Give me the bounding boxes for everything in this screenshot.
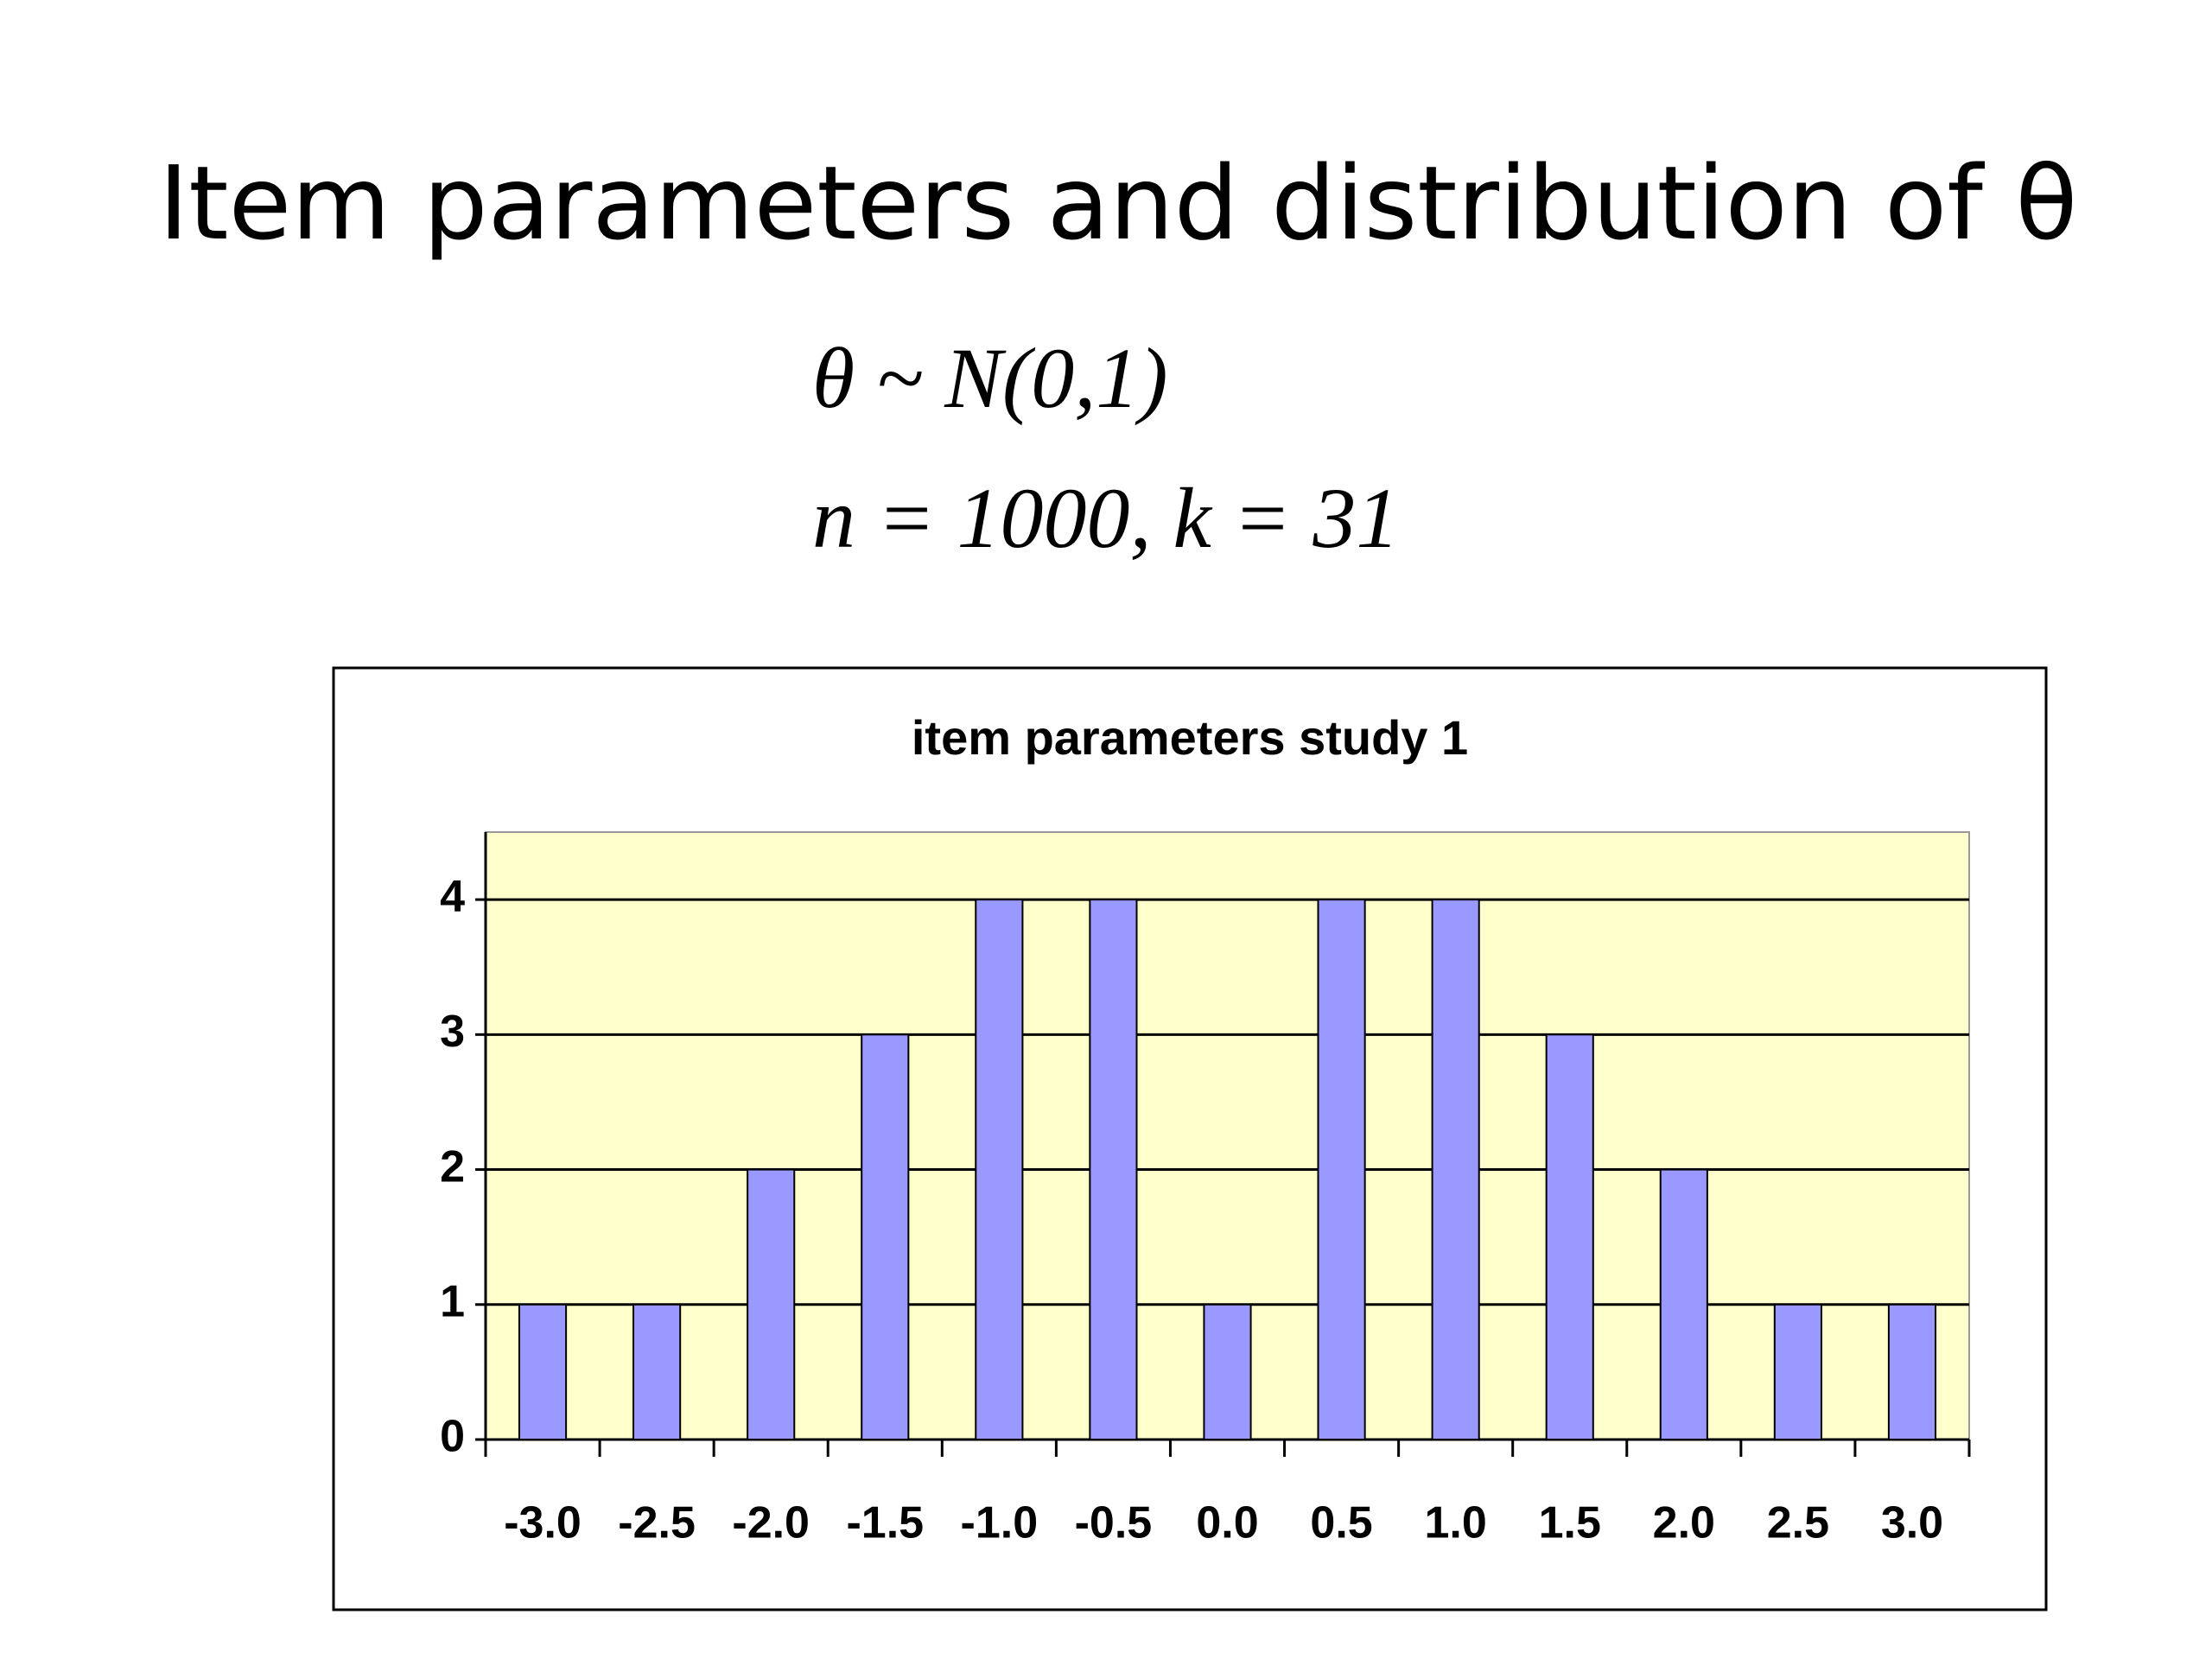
bar (632, 1303, 682, 1441)
x-tick-label: 2.0 (1653, 1498, 1715, 1548)
x-tick-label: -1.0 (961, 1498, 1039, 1548)
x-tick-label: 1.5 (1539, 1498, 1601, 1548)
bar (1089, 899, 1138, 1440)
x-tick-label: -2.0 (732, 1498, 810, 1548)
formula-line: θ ~ N(0,1) (812, 330, 1168, 426)
bar (1317, 899, 1366, 1440)
y-tick-label: 1 (440, 1277, 465, 1327)
bar (518, 1303, 568, 1441)
bar (1203, 1303, 1252, 1441)
x-tick-label: -0.5 (1075, 1498, 1153, 1548)
bar (1887, 1303, 1937, 1441)
y-tick-label: 3 (440, 1007, 465, 1057)
bar (975, 899, 1024, 1440)
bar (1773, 1303, 1822, 1441)
bar (1431, 899, 1480, 1440)
bar (747, 1168, 796, 1440)
formula-line: n = 1000, k = 31 (812, 470, 1399, 566)
x-tick-label: 2.5 (1767, 1498, 1829, 1548)
x-tick-label: 1.0 (1425, 1498, 1487, 1548)
x-tick-label: 0.5 (1310, 1498, 1372, 1548)
x-tick-label: 0.0 (1196, 1498, 1258, 1548)
slide-title: Item parameters and distribution of θ (159, 143, 2078, 263)
x-tick-label: -3.0 (504, 1498, 582, 1548)
y-tick-label: 4 (440, 872, 465, 922)
bar (1659, 1168, 1708, 1440)
y-tick-label: 0 (440, 1412, 465, 1462)
bar (861, 1033, 910, 1441)
x-tick-label: 3.0 (1881, 1498, 1943, 1548)
x-tick-label: -2.5 (618, 1498, 696, 1548)
bar (1545, 1033, 1594, 1441)
x-tick-label: -1.5 (846, 1498, 924, 1548)
chart-title: item parameters study 1 (912, 710, 1468, 765)
y-tick-label: 2 (440, 1141, 465, 1192)
